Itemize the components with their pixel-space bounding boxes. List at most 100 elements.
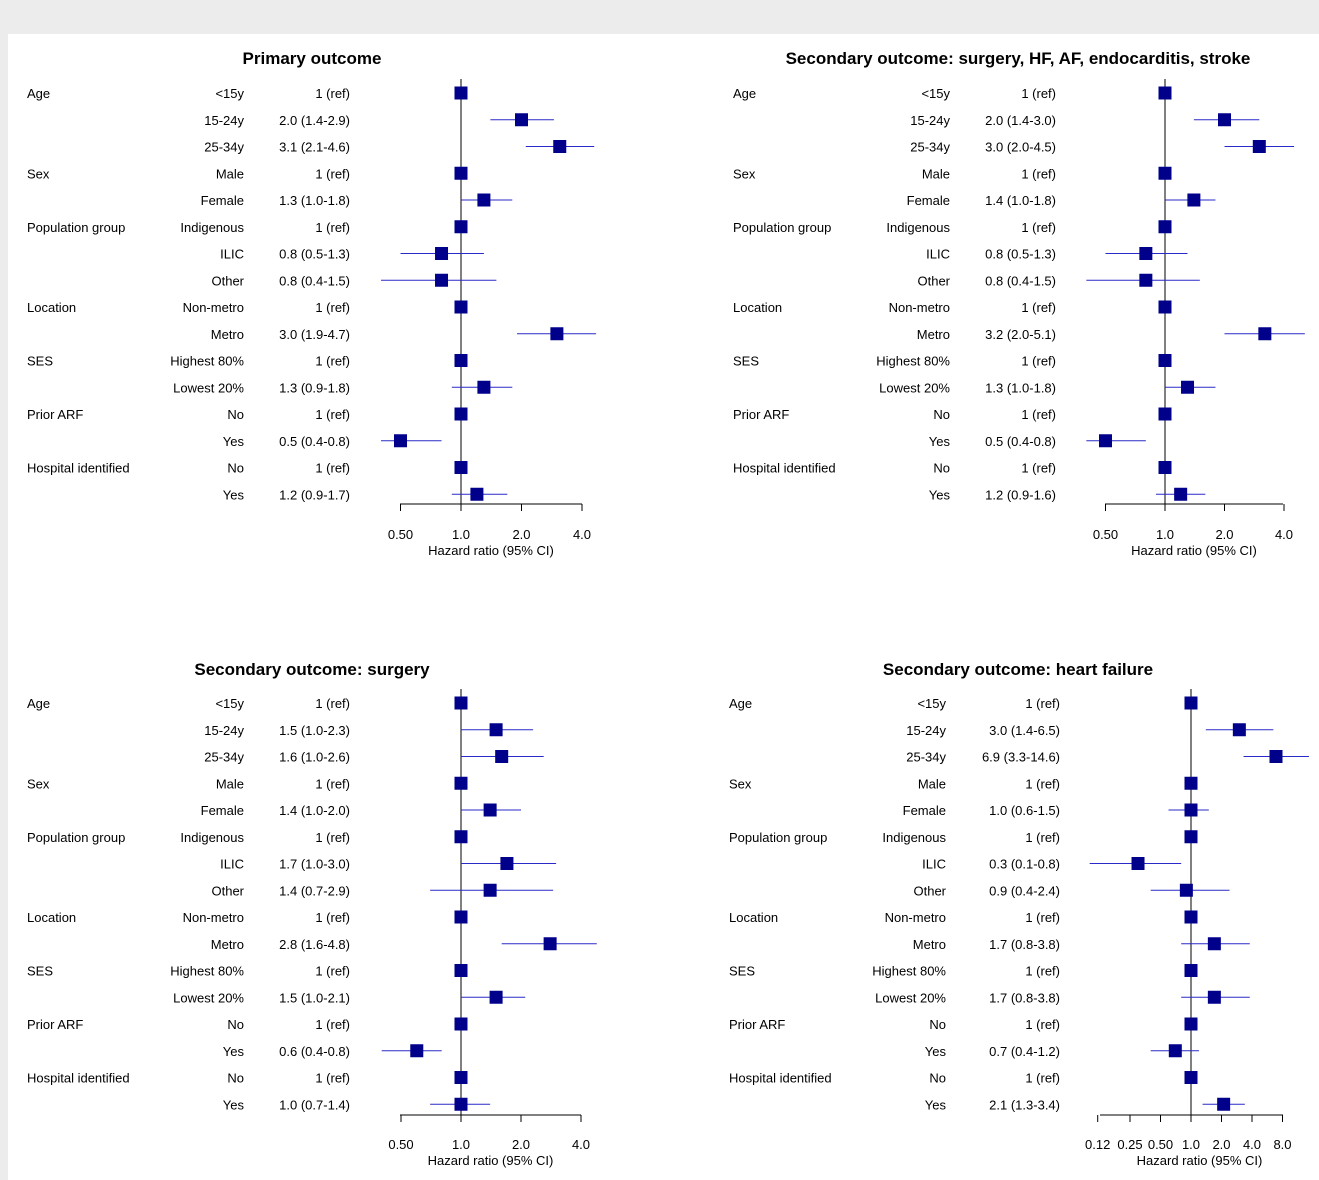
hr-marker <box>1207 937 1221 951</box>
variable-label: Location <box>729 910 778 925</box>
variable-label: Population group <box>27 830 125 845</box>
variable-label: Sex <box>733 166 756 181</box>
estimate-label: 2.0 (1.4-3.0) <box>985 113 1056 128</box>
panel-title: Secondary outcome: heart failure <box>883 660 1153 679</box>
level-label: Yes <box>929 487 951 502</box>
level-label: 15-24y <box>204 113 244 128</box>
variable-label: Age <box>27 86 50 101</box>
level-label: Male <box>918 776 946 791</box>
estimate-label: 0.8 (0.4-1.5) <box>985 273 1056 288</box>
estimate-label: 1 (ref) <box>315 220 350 235</box>
estimate-label: 1 (ref) <box>315 776 350 791</box>
x-tick-label: 0.12 <box>1085 1137 1110 1152</box>
x-tick-label: 1.0 <box>452 1137 470 1152</box>
estimate-label: 1 (ref) <box>315 86 350 101</box>
level-label: Female <box>201 803 244 818</box>
level-label: No <box>933 407 950 422</box>
level-label: No <box>227 1071 244 1086</box>
level-label: Non-metro <box>889 300 950 315</box>
hr-marker <box>1099 434 1112 448</box>
estimate-label: 0.5 (0.4-0.8) <box>985 434 1056 449</box>
hr-marker <box>470 487 484 501</box>
estimate-label: 3.2 (2.0-5.1) <box>985 327 1056 342</box>
hr-marker <box>1207 990 1221 1004</box>
estimate-label: 1 (ref) <box>1021 300 1056 315</box>
estimate-label: 1 (ref) <box>315 1017 350 1032</box>
level-label: <15y <box>921 86 950 101</box>
estimate-label: 1 (ref) <box>1025 964 1060 979</box>
level-label: ILIC <box>220 247 244 262</box>
level-label: Highest 80% <box>170 964 244 979</box>
hr-marker <box>454 910 468 924</box>
hr-marker <box>454 407 468 421</box>
hr-marker <box>1168 1044 1182 1058</box>
level-label: Lowest 20% <box>875 990 946 1005</box>
level-label: 15-24y <box>910 113 950 128</box>
level-label: 25-34y <box>204 140 244 155</box>
level-label: Lowest 20% <box>173 380 244 395</box>
variable-label: Prior ARF <box>27 407 83 422</box>
x-axis-label: Hazard ratio (95% CI) <box>1131 543 1257 558</box>
level-label: 15-24y <box>204 723 244 738</box>
x-tick-label: 2.0 <box>512 527 530 542</box>
hr-marker <box>1158 461 1172 474</box>
hr-marker <box>1139 273 1153 287</box>
hr-marker <box>1187 193 1201 207</box>
hr-marker <box>489 990 503 1004</box>
estimate-label: 1.3 (0.9-1.8) <box>279 380 350 395</box>
estimate-label: 1 (ref) <box>315 407 350 422</box>
x-tick-label: 0.50 <box>388 1137 413 1152</box>
estimate-label: 1.6 (1.0-2.6) <box>279 750 350 765</box>
estimate-label: 1 (ref) <box>1021 220 1056 235</box>
x-tick-label: 2.0 <box>512 1137 530 1152</box>
level-label: Metro <box>917 327 950 342</box>
estimate-label: 1.4 (1.0-2.0) <box>279 803 350 818</box>
hr-marker <box>1184 1071 1198 1084</box>
variable-label: Age <box>733 86 756 101</box>
variable-label: SES <box>733 354 759 369</box>
x-tick-label: 0.25 <box>1117 1137 1142 1152</box>
hr-marker <box>477 380 491 394</box>
level-label: Highest 80% <box>872 964 946 979</box>
estimate-label: 1 (ref) <box>1021 86 1056 101</box>
hr-marker <box>553 140 567 153</box>
estimate-label: 1 (ref) <box>315 696 350 711</box>
level-label: Other <box>211 883 244 898</box>
estimate-label: 1.7 (1.0-3.0) <box>279 857 350 872</box>
level-label: <15y <box>215 696 244 711</box>
hr-marker <box>1158 220 1172 234</box>
level-label: Indigenous <box>882 830 946 845</box>
variable-label: Prior ARF <box>733 407 789 422</box>
hr-marker <box>1232 723 1246 737</box>
estimate-label: 1 (ref) <box>315 461 350 476</box>
level-label: Female <box>903 803 946 818</box>
estimate-label: 1.5 (1.0-2.1) <box>279 990 350 1005</box>
hr-marker <box>495 750 509 763</box>
hr-marker <box>1184 803 1198 817</box>
hr-marker <box>454 696 468 710</box>
hr-marker <box>1184 1017 1198 1031</box>
x-tick-label: 4.0 <box>1243 1137 1261 1152</box>
estimate-label: 3.0 (1.9-4.7) <box>279 327 350 342</box>
level-label: ILIC <box>926 247 950 262</box>
x-tick-label: 4.0 <box>573 527 591 542</box>
estimate-label: 2.0 (1.4-2.9) <box>279 113 350 128</box>
level-label: No <box>227 1017 244 1032</box>
level-label: Non-metro <box>183 910 244 925</box>
x-tick-label: 4.0 <box>572 1137 590 1152</box>
level-label: Yes <box>223 1097 245 1112</box>
hr-marker <box>1158 166 1172 180</box>
hr-marker <box>489 723 503 737</box>
hr-marker <box>1158 300 1172 314</box>
hr-marker <box>1158 407 1172 421</box>
x-tick-label: 2.0 <box>1215 527 1233 542</box>
x-axis-label: Hazard ratio (95% CI) <box>428 543 554 558</box>
estimate-label: 1 (ref) <box>1021 407 1056 422</box>
level-label: No <box>933 461 950 476</box>
level-label: Male <box>216 166 244 181</box>
level-label: No <box>227 461 244 476</box>
level-label: Indigenous <box>886 220 950 235</box>
estimate-label: 0.8 (0.5-1.3) <box>985 247 1056 262</box>
estimate-label: 1 (ref) <box>1021 461 1056 476</box>
hr-marker <box>454 964 468 977</box>
